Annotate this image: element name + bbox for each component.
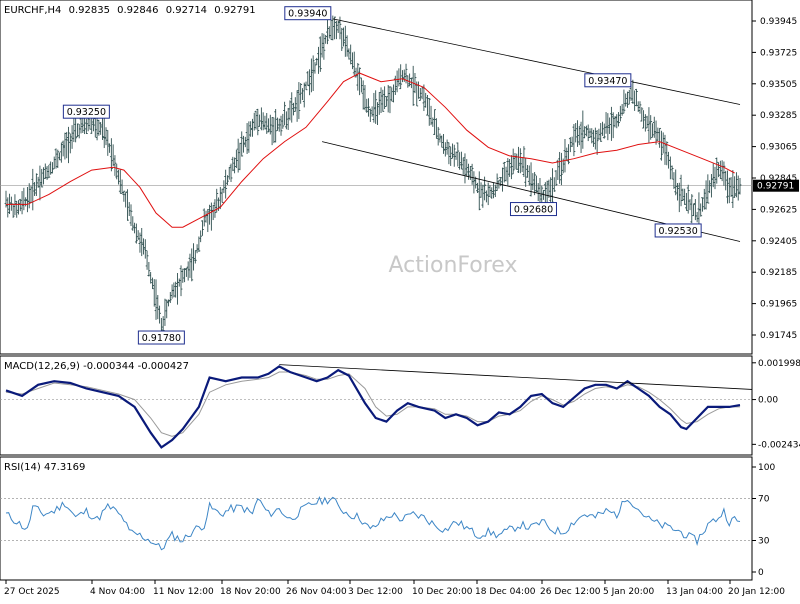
price-tick-label: 0.93725 xyxy=(760,48,797,58)
rsi-title: RSI(14) 47.3169 xyxy=(4,462,85,473)
price-label-box xyxy=(62,104,110,119)
time-tick-label: 26 Dec 12:00 xyxy=(540,587,601,597)
time-tick-label: 5 Jan 20:00 xyxy=(603,587,655,597)
price-tick-label: 0.93945 xyxy=(760,17,797,27)
price-series: 0.93940 0.93250 0.91780 0.93470 0.92680 0.925… xyxy=(0,6,752,345)
watermark: ActionForex xyxy=(389,253,518,278)
current-price-label: 0.92791 xyxy=(757,182,794,192)
time-tick-label: 18 Nov 20:00 xyxy=(220,587,281,597)
close-value: 0.92791 xyxy=(214,5,255,16)
price-label: 0.93940 xyxy=(288,9,327,20)
price-tick-label: 0.92625 xyxy=(760,205,797,215)
rsi-tick-label: 0 xyxy=(758,568,764,578)
time-tick-label: 11 Nov 12:00 xyxy=(153,587,214,597)
rsi-tick-label: 30 xyxy=(758,537,770,547)
price-label-box xyxy=(584,73,632,88)
price-label-box xyxy=(654,223,702,238)
time-tick-label: 26 Nov 04:00 xyxy=(286,587,347,597)
rsi-tick-label: 70 xyxy=(758,495,770,505)
time-tick-label: 13 Jan 04:00 xyxy=(666,587,723,597)
axes: 0.93945 0.93725 0.93505 0.93285 0.93065 0.928… xyxy=(4,17,800,597)
symbol-header: EURCHF,H4 0.92835 0.92846 0.92714 0.9279… xyxy=(4,5,256,16)
price-panel xyxy=(0,0,753,355)
current-price-box xyxy=(753,179,799,192)
macd-tick-label: 0.001998 xyxy=(758,359,800,369)
rsi-tick-label: 100 xyxy=(758,463,775,473)
symbol-name: EURCHF,H4 xyxy=(4,5,61,16)
ohlc-bars xyxy=(4,15,742,340)
price-label-box xyxy=(509,202,557,217)
price-tick-label: 0.91965 xyxy=(760,300,797,310)
price-label: 0.92530 xyxy=(658,226,697,237)
price-tick-label: 0.93065 xyxy=(760,143,797,153)
rsi-panel xyxy=(0,456,753,581)
price-label: 0.91780 xyxy=(142,333,181,344)
macd-tick-label: 0.00 xyxy=(758,396,778,406)
open-value: 0.92835 xyxy=(69,5,110,16)
macd-trendline xyxy=(279,364,753,390)
high-value: 0.92846 xyxy=(117,5,158,16)
time-tick-label: 3 Dec 12:00 xyxy=(348,587,403,597)
channel-trendline xyxy=(332,18,741,105)
price-label: 0.93470 xyxy=(588,76,627,87)
svg-text:EURCHF,H4 0.92835: EURCHF,H4 0.92835 0.92846 0.92714 0.9279… xyxy=(4,5,256,16)
macd-line xyxy=(5,365,741,449)
price-tick-label: 0.92185 xyxy=(760,268,797,278)
moving-average-line xyxy=(6,72,735,228)
price-tick-label: 0.93285 xyxy=(760,111,797,121)
price-label: 0.93250 xyxy=(67,107,106,118)
rsi-line xyxy=(5,495,741,551)
price-label-box xyxy=(137,330,185,345)
macd-panel xyxy=(0,355,753,456)
price-label: 0.92680 xyxy=(514,205,553,216)
time-tick-label: 4 Nov 04:00 xyxy=(90,587,145,597)
macd-tick-label: -0.002434 xyxy=(758,440,800,450)
low-value: 0.92714 xyxy=(166,5,207,16)
price-tick-label: 0.93505 xyxy=(760,80,797,90)
time-tick-label: 27 Oct 2025 xyxy=(4,587,60,597)
time-tick-label: 20 Jan 12:00 xyxy=(728,587,785,597)
macd-title: MACD(12,26,9) -0.000344 -0.000427 xyxy=(4,361,189,372)
rsi-series xyxy=(0,495,752,551)
price-tick-label: 0.91745 xyxy=(760,331,797,341)
price-label-box xyxy=(284,6,332,21)
price-tick-label: 0.92405 xyxy=(760,237,797,247)
price-tick-label: 0.92845 xyxy=(760,174,797,184)
time-tick-label: 18 Dec 04:00 xyxy=(475,587,536,597)
macd-series xyxy=(0,364,753,449)
time-tick-label: 10 Dec 20:00 xyxy=(412,587,473,597)
